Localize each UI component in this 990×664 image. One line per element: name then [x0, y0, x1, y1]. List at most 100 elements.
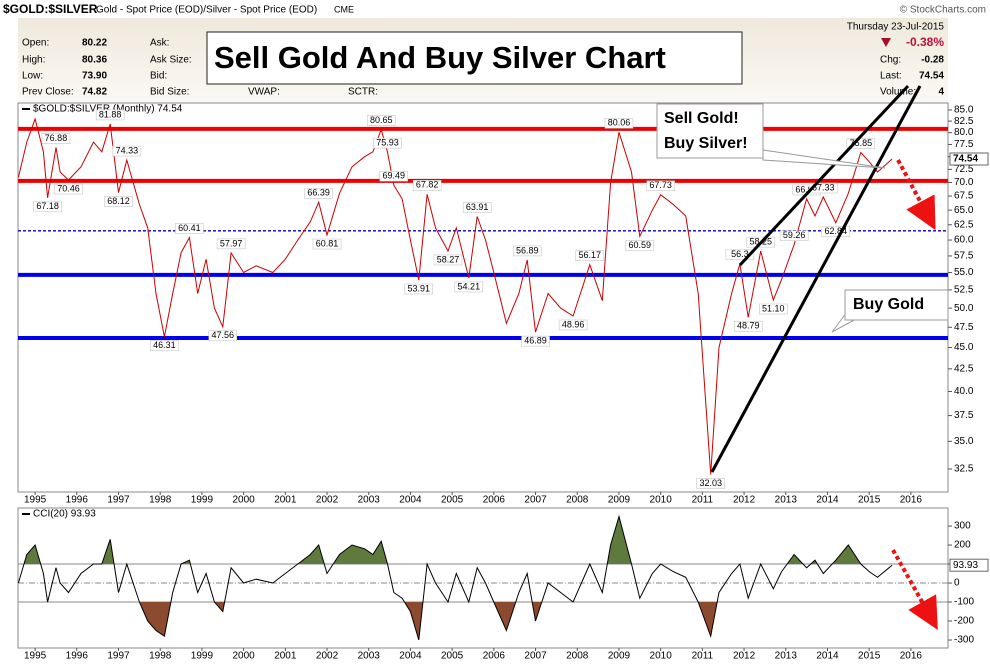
x-tick-label: 2005 [441, 495, 464, 506]
note-box [844, 289, 949, 321]
value-label-bg [379, 170, 409, 182]
value-label-bg [759, 303, 788, 315]
value-label-bg [809, 182, 838, 194]
value-label: 46.89 [524, 335, 547, 345]
x-tick-label: 2007 [524, 651, 547, 662]
x-tick-label: 2008 [566, 495, 589, 506]
value-label: 47.56 [212, 330, 235, 340]
x-tick-label: 2005 [441, 651, 464, 662]
x-tick-label: 2003 [358, 651, 381, 662]
value-label: 75.93 [376, 137, 399, 147]
trend-line [738, 84, 910, 267]
x-tick-label: 2007 [524, 495, 547, 506]
x-tick-label: 2014 [816, 495, 839, 506]
x-tick-label: 2000 [232, 495, 255, 506]
quote-value: -0.28 [921, 55, 944, 66]
date: Thursday 23-Jul-2015 [847, 22, 945, 33]
threshold-area [23, 516, 861, 565]
value-label-bg [725, 249, 755, 261]
value-label-bg [604, 118, 634, 129]
value-label-bg [433, 254, 463, 266]
y-tick-label: -100 [954, 597, 974, 608]
quote-label: Last: [880, 71, 902, 82]
value-label: 57.97 [220, 238, 243, 248]
last-value-label: 74.54 [953, 154, 978, 165]
value-label-bg [462, 202, 492, 213]
value-label-bg [312, 238, 342, 250]
plot-layer: 85.082.580.077.575.072.570.067.565.062.5… [17, 104, 989, 662]
value-label-bg [821, 226, 851, 238]
value-label-bg [304, 187, 333, 199]
x-tick-label: 1995 [24, 651, 47, 662]
x-tick-label: 2015 [858, 651, 881, 662]
value-label: 75.85 [850, 138, 873, 148]
y-tick-label: 65.0 [954, 205, 974, 216]
title-box [206, 31, 743, 85]
x-tick-label: 2010 [650, 495, 673, 506]
value-label-bg [454, 281, 484, 293]
value-label: 51.10 [762, 303, 785, 313]
y-tick-label: 47.5 [954, 322, 974, 333]
value-label-bg [575, 250, 605, 261]
note-box [656, 103, 764, 159]
y-tick-label: 62.5 [954, 219, 974, 230]
value-label: 67.73 [649, 180, 672, 190]
value-label: 80.06 [608, 118, 631, 128]
exchange: CME [334, 4, 354, 14]
value-label: 66.98 [795, 184, 818, 194]
field-label: Bid: [150, 71, 167, 82]
quote-label: Volume: [880, 87, 916, 98]
x-tick-label: 1999 [191, 495, 214, 506]
value-label: 76.88 [45, 133, 68, 143]
value-label-bg [104, 196, 133, 207]
symbol: $GOLD:$SILVER [3, 2, 98, 16]
y-tick-label: 200 [954, 540, 971, 551]
value-label-bg [625, 240, 655, 251]
x-tick-label: 1995 [24, 495, 47, 506]
value-label: 54.21 [458, 281, 481, 291]
down-arrow [881, 38, 891, 47]
trend-line [710, 85, 922, 473]
x-tick-label: 2009 [608, 651, 631, 662]
value-label: 60.81 [316, 238, 339, 248]
y-tick-label: 0 [954, 578, 960, 589]
x-tick-label: 2016 [900, 651, 923, 662]
stat-label: Open: [22, 38, 49, 49]
y-tick-label: 57.5 [954, 251, 974, 262]
value-label: 67.18 [36, 201, 59, 211]
chart-title: Sell Gold And Buy Silver Chart [214, 40, 666, 75]
x-tick-label: 2000 [232, 651, 255, 662]
y-tick-label: 70.0 [954, 177, 974, 188]
series-line [17, 514, 893, 641]
x-tick-label: 2008 [566, 651, 589, 662]
stat-value: 80.22 [82, 38, 107, 49]
y-tick-label: -300 [954, 635, 974, 646]
change-pct: -0.38% [906, 35, 944, 49]
description: Gold - Spot Price (EOD)/Silver - Spot Pr… [96, 5, 317, 16]
value-label: 70.46 [57, 183, 80, 193]
x-tick-label: 2009 [608, 495, 631, 506]
stats: Open: 80.22 High: 80.36 Low: 73.90 Prev … [22, 38, 378, 98]
y-tick-label: 50.0 [954, 303, 974, 314]
x-tick-label: 2006 [483, 495, 506, 506]
field-label: Ask Size: [150, 55, 192, 66]
value-label-bg [54, 183, 83, 195]
value-label-bg [646, 180, 675, 192]
annotations: Sell Gold And Buy Silver Chart Sell Gold… [206, 31, 949, 630]
y-tick-label: 300 [954, 521, 971, 532]
x-tick-label: 1998 [149, 495, 172, 506]
x-tick-label: 2014 [816, 651, 839, 662]
note: Buy Gold [853, 296, 924, 313]
quote-label: Chg: [880, 55, 901, 66]
value-label-bg [412, 180, 442, 191]
value-label: 59.26 [783, 230, 806, 240]
y-tick-label: 45.0 [954, 342, 974, 353]
value-label: 69.49 [382, 171, 405, 181]
stat-value: 73.90 [82, 71, 107, 82]
value-label: 74.33 [116, 145, 139, 155]
field-label: Ask: [150, 38, 169, 49]
note: Buy Silver! [664, 135, 748, 152]
value-label-bg [175, 223, 204, 234]
value-label-bg [512, 245, 542, 257]
stat-label: Low: [22, 71, 43, 82]
